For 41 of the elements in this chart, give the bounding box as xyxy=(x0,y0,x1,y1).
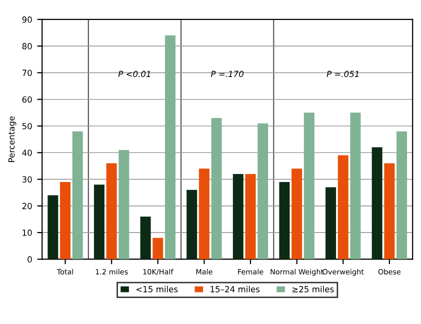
y-tick-label: 50 xyxy=(22,122,32,130)
bar xyxy=(396,131,408,260)
y-tick-label: 90 xyxy=(22,16,32,23)
bar xyxy=(338,155,348,260)
bar xyxy=(211,118,222,260)
y-tick-label: 60 xyxy=(22,96,32,103)
bar xyxy=(164,35,176,260)
bar xyxy=(279,182,290,260)
legend-label: <15 miles xyxy=(136,286,178,292)
bar xyxy=(48,195,58,260)
bar xyxy=(72,131,83,260)
annotation: P =.170 xyxy=(210,70,244,78)
bar xyxy=(140,216,151,260)
bar xyxy=(186,190,198,260)
y-axis-title: Percentage xyxy=(8,116,16,162)
bar xyxy=(258,123,268,260)
bar xyxy=(152,238,164,260)
bar xyxy=(304,112,314,260)
y-tick-label: 40 xyxy=(22,150,32,156)
bar xyxy=(106,163,117,260)
bar xyxy=(94,184,104,260)
bar xyxy=(60,182,71,260)
y-tick-label: 10 xyxy=(22,230,32,236)
legend-label: 15–24 miles xyxy=(210,286,260,292)
bar xyxy=(118,150,130,260)
legend-label: ≥25 miles xyxy=(292,286,334,292)
annotation: P =.051 xyxy=(326,70,358,78)
y-tick-label: 80 xyxy=(22,43,32,50)
annotation: P <0.01 xyxy=(118,70,150,78)
bar xyxy=(232,174,244,260)
bar xyxy=(292,168,302,260)
y-tick-label: 0 xyxy=(28,256,32,262)
bar xyxy=(198,168,210,260)
bar xyxy=(245,174,256,260)
y-tick-label: 20 xyxy=(22,202,32,210)
y-tick-label: 70 xyxy=(22,70,32,76)
y-tick-label: 30 xyxy=(22,176,32,183)
bar xyxy=(326,187,336,260)
bar xyxy=(384,163,395,260)
bar xyxy=(372,147,382,260)
bar xyxy=(350,112,361,260)
